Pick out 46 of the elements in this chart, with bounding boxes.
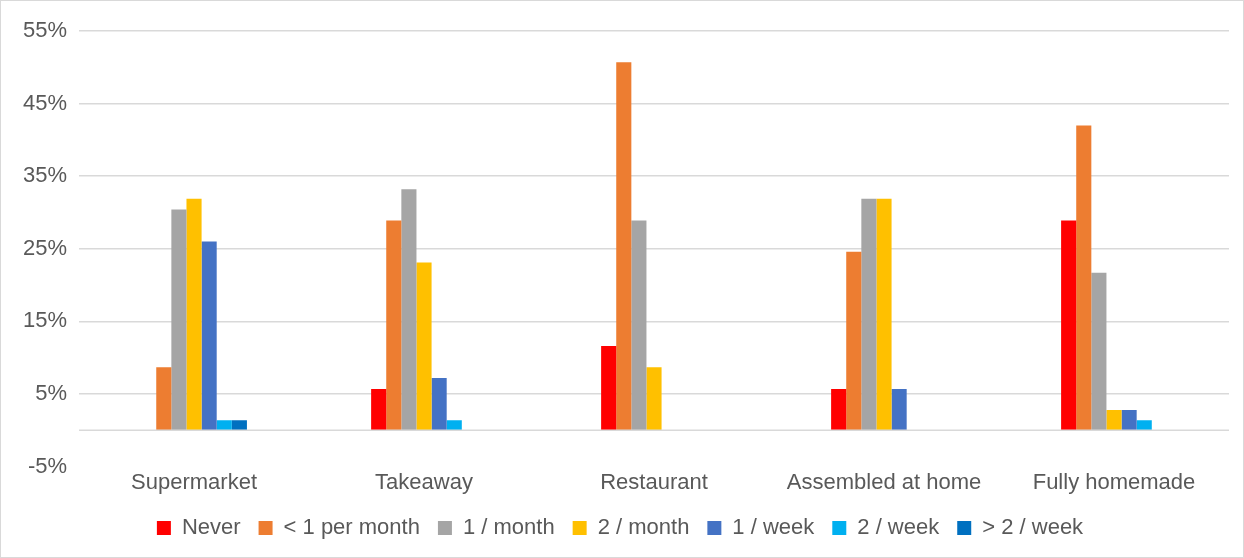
bar bbox=[831, 388, 847, 431]
bar bbox=[616, 62, 632, 431]
x-tick-label: Supermarket bbox=[131, 468, 258, 494]
bar bbox=[601, 346, 617, 431]
x-tick-label: Assembled at home bbox=[786, 468, 982, 494]
bar bbox=[216, 420, 232, 431]
bar bbox=[446, 420, 462, 431]
y-tick-label: -5% bbox=[27, 452, 68, 478]
bar bbox=[1136, 420, 1152, 431]
x-tick-label: Restaurant bbox=[600, 468, 708, 494]
legend-label: 1 / month bbox=[462, 514, 555, 540]
bar bbox=[646, 367, 662, 431]
legend-label: 2 / month bbox=[597, 514, 690, 540]
bar bbox=[186, 198, 202, 431]
bar bbox=[876, 198, 892, 431]
bar bbox=[846, 251, 862, 431]
y-tick-label: 35% bbox=[22, 162, 68, 188]
bar bbox=[401, 189, 417, 431]
bar bbox=[371, 388, 387, 431]
y-tick-label: 45% bbox=[22, 89, 68, 115]
bar bbox=[861, 198, 877, 431]
y-tick-label: 5% bbox=[35, 380, 68, 406]
bar bbox=[631, 220, 647, 431]
bar bbox=[231, 420, 247, 431]
x-tick-label: Takeaway bbox=[375, 468, 473, 494]
legend-label: > 2 / week bbox=[982, 514, 1085, 540]
legend-label: 2 / week bbox=[857, 514, 941, 540]
bar bbox=[386, 220, 402, 431]
y-tick-label: 15% bbox=[22, 307, 68, 333]
legend-label: Never bbox=[181, 514, 241, 540]
bar bbox=[201, 241, 217, 431]
bar bbox=[1061, 220, 1077, 431]
bar bbox=[1106, 409, 1122, 431]
legend-label: < 1 per month bbox=[283, 514, 420, 540]
bar bbox=[416, 262, 432, 431]
bar bbox=[1091, 272, 1107, 431]
bar bbox=[1121, 409, 1137, 431]
x-tick-label: Fully homemade bbox=[1032, 468, 1196, 494]
bar bbox=[891, 388, 907, 431]
legend-label: 1 / week bbox=[732, 514, 816, 540]
y-tick-label: 55% bbox=[22, 17, 68, 43]
y-tick-label: 25% bbox=[22, 234, 68, 260]
bar bbox=[156, 367, 172, 431]
bar bbox=[171, 209, 187, 431]
bar bbox=[1076, 125, 1092, 431]
bar bbox=[431, 378, 447, 431]
